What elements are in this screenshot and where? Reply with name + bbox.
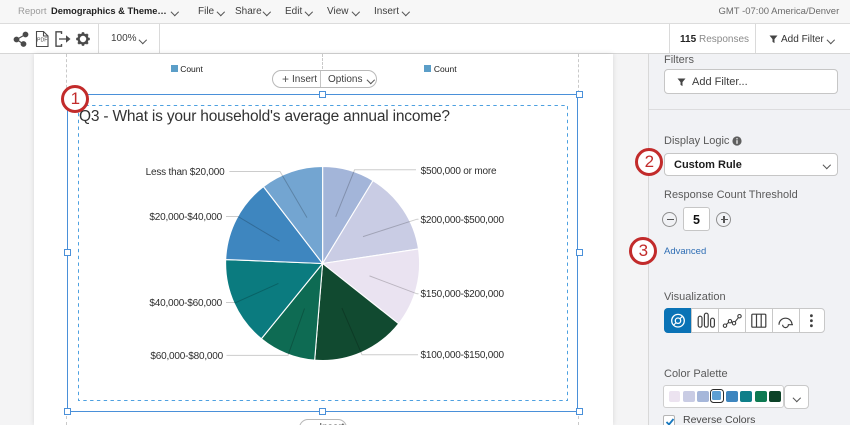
svg-text:$500,000 or more: $500,000 or more	[421, 166, 497, 177]
svg-text:$150,000-$200,000: $150,000-$200,000	[421, 289, 505, 300]
svg-text:$100,000-$150,000: $100,000-$150,000	[421, 350, 505, 361]
svg-text:Less than $20,000: Less than $20,000	[146, 167, 226, 178]
svg-text:$60,000-$80,000: $60,000-$80,000	[150, 351, 223, 362]
svg-text:PDF: PDF	[37, 38, 47, 44]
svg-text:$20,000-$40,000: $20,000-$40,000	[149, 212, 222, 223]
svg-text:$40,000-$60,000: $40,000-$60,000	[149, 298, 222, 309]
svg-text:$200,000-$500,000: $200,000-$500,000	[421, 215, 505, 226]
